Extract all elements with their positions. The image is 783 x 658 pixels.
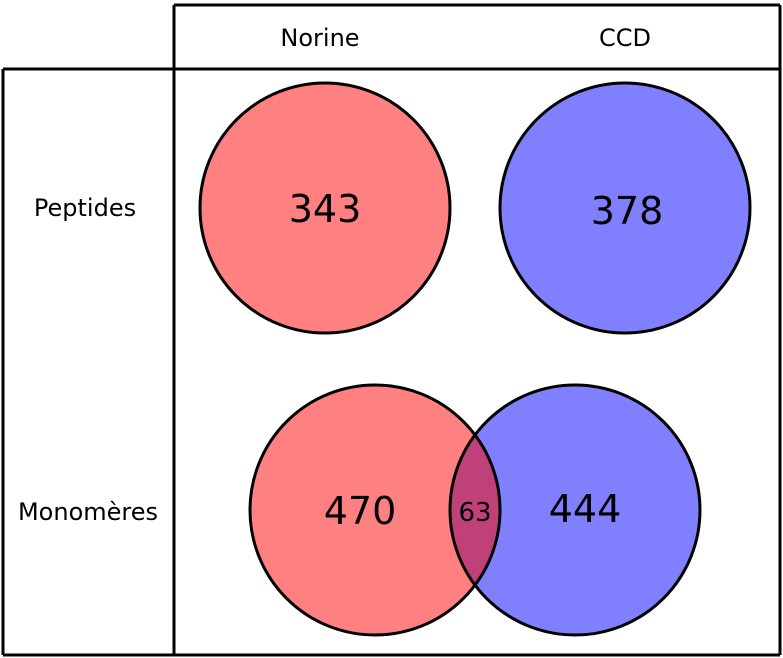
monomers-norine-only-count: 470 — [324, 489, 397, 533]
column-header-ccd: CCD — [599, 24, 651, 52]
row-header-monomers: Monomères — [18, 498, 158, 526]
monomers-overlap-count: 63 — [458, 498, 491, 528]
monomers-norine-circle — [250, 385, 500, 635]
peptides-ccd-count: 378 — [591, 189, 664, 233]
row-header-peptides: Peptides — [34, 194, 136, 222]
peptides-norine-count: 343 — [289, 187, 362, 231]
monomers-ccd-only-count: 444 — [549, 487, 622, 531]
monomers-norine-outline — [248, 383, 502, 637]
peptides-ccd-circle — [498, 81, 752, 335]
monomers-ccd-circle — [450, 385, 700, 635]
monomers-ccd-outline — [448, 383, 702, 637]
column-header-norine: Norine — [280, 24, 359, 52]
peptides-norine-circle — [198, 81, 452, 335]
